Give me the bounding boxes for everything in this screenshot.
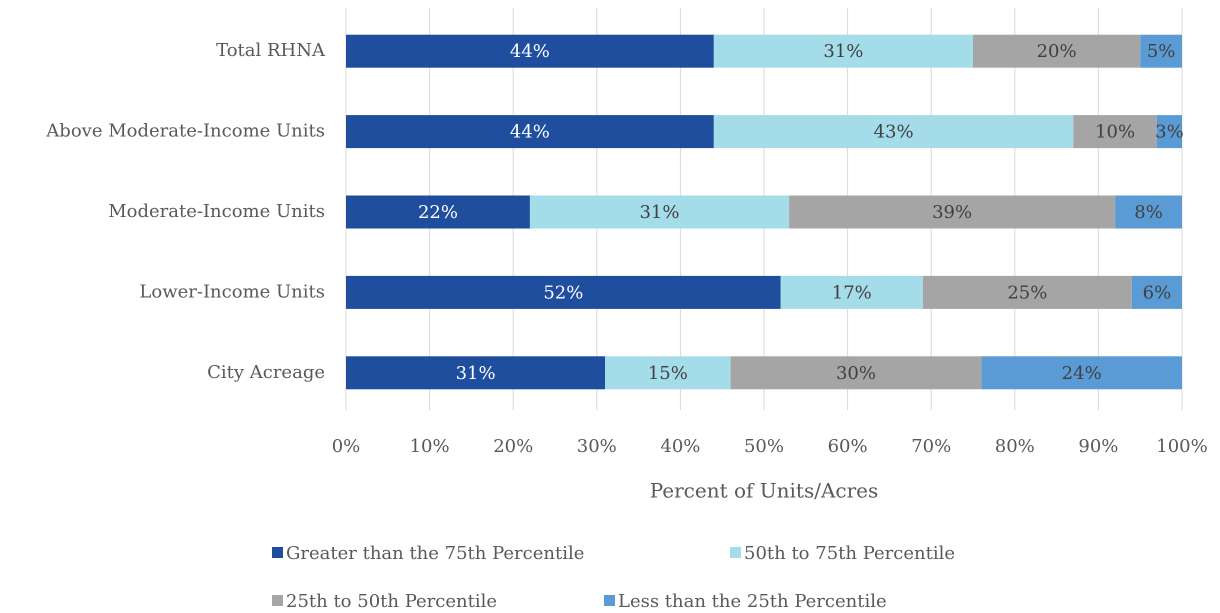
y-tick-label: Total RHNA (216, 40, 326, 61)
y-tick-label: Above Moderate-Income Units (45, 121, 325, 142)
bar-segment (789, 195, 1116, 229)
x-axis-label: Percent of Units/Acres (650, 479, 879, 503)
bar-segment (529, 195, 790, 229)
data-label: 24% (1062, 363, 1102, 384)
legend-swatch (272, 595, 283, 606)
x-tick-label: 10% (410, 436, 450, 457)
legend-label: Less than the 25th Percentile (618, 591, 887, 612)
x-tick-label: 30% (577, 436, 617, 457)
data-label: 17% (832, 282, 872, 303)
bar-segment (1131, 275, 1182, 309)
legend-swatch (730, 547, 741, 558)
data-label: 22% (418, 202, 458, 223)
data-label: 6% (1143, 282, 1172, 303)
bar-segment (780, 275, 923, 309)
legend-swatch (272, 547, 283, 558)
x-tick-label: 20% (493, 436, 533, 457)
x-tick-label: 0% (332, 436, 361, 457)
data-label: 44% (510, 122, 550, 143)
data-label: 5% (1147, 41, 1176, 62)
bar-segment (346, 195, 530, 229)
bar-segment (346, 34, 714, 68)
x-tick-label: 40% (660, 436, 700, 457)
data-label: 31% (639, 202, 679, 223)
legend-swatch (604, 595, 615, 606)
legend-label: 50th to 75th Percentile (744, 543, 955, 564)
y-tick-label: Moderate-Income Units (108, 201, 325, 222)
bar-segment (605, 356, 731, 390)
data-label: 8% (1134, 202, 1163, 223)
bar-segment (346, 275, 781, 309)
legend-label: 25th to 50th Percentile (286, 591, 497, 612)
y-tick-label: City Acreage (207, 362, 325, 383)
bar-segment (1140, 34, 1182, 68)
bar-segment (1156, 115, 1182, 149)
bar-segment (973, 34, 1141, 68)
data-label: 39% (932, 202, 972, 223)
data-label: 10% (1095, 122, 1135, 143)
data-label: 31% (456, 363, 496, 384)
bar-segment (713, 34, 973, 68)
data-label: 31% (823, 41, 863, 62)
data-label: 43% (874, 122, 914, 143)
bar-segment (346, 115, 714, 149)
x-tick-label: 90% (1078, 436, 1118, 457)
data-label: 15% (648, 363, 688, 384)
legend-label: Greater than the 75th Percentile (286, 543, 584, 564)
data-label: 20% (1037, 41, 1077, 62)
data-label: 44% (510, 41, 550, 62)
x-tick-label: 50% (744, 436, 784, 457)
bar-segment (1115, 195, 1182, 229)
bar-segment (922, 275, 1132, 309)
data-label: 30% (836, 363, 876, 384)
y-tick-label: Lower-Income Units (139, 281, 325, 302)
x-tick-label: 100% (1156, 436, 1207, 457)
bar-segment (730, 356, 982, 390)
data-label: 52% (543, 282, 583, 303)
bar-segment (1073, 115, 1157, 149)
bar-segment (346, 356, 606, 390)
x-tick-label: 70% (911, 436, 951, 457)
bar-segment (713, 115, 1074, 149)
data-label: 25% (1007, 282, 1047, 303)
data-label: 3% (1155, 122, 1184, 143)
bar-segment (981, 356, 1182, 390)
x-tick-label: 60% (828, 436, 868, 457)
x-tick-label: 80% (995, 436, 1035, 457)
